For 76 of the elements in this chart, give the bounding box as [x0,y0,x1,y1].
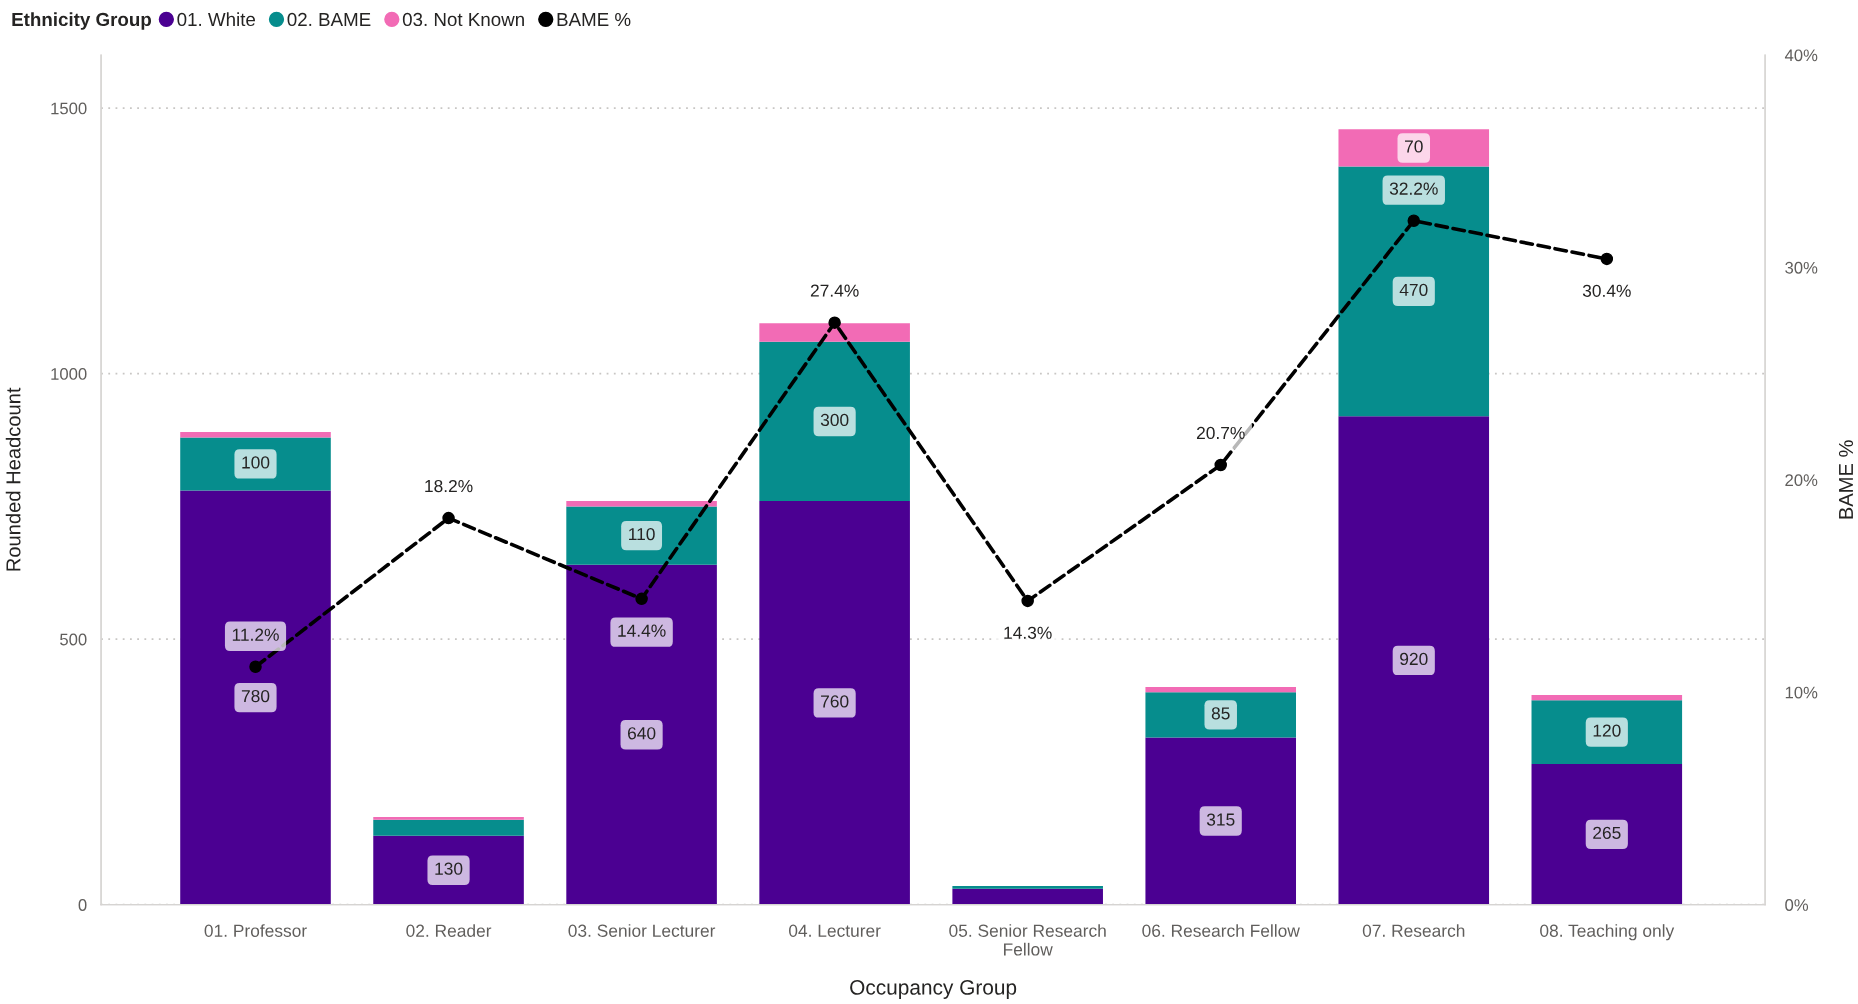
x-tick-label: 05. Senior Research Fellow [949,924,1106,956]
y-tick-label: 0 [78,899,87,911]
point [1214,458,1227,472]
y2-tick-label: 0% [1785,899,1809,911]
data-label: 30.4% [1582,284,1631,297]
legend-label: 02. BAME [287,12,371,27]
bar [566,501,717,507]
y-tick-label: 1000 [51,368,87,380]
bar [952,886,1103,889]
point [442,511,455,525]
data-label: 640 [627,727,656,740]
point [1021,594,1034,608]
data-label: 18.2% [425,479,473,493]
y2-axis-title: BAME % [1838,440,1854,519]
data-label: 120 [1593,724,1621,737]
data-label: 470 [1399,283,1428,296]
legend-label: 03. Not Known [402,12,524,27]
y-tick-label: 1500 [51,102,87,115]
y2-tick-label: 10% [1785,686,1818,699]
bar [759,341,910,502]
bar [373,817,524,820]
data-label: 32.2% [1389,182,1438,195]
data-label: 11.2% [232,628,279,641]
point [1407,214,1421,227]
bar [1338,129,1490,167]
legend-label: 01. White [177,12,256,27]
y2-tick-label: 20% [1785,474,1818,487]
y-axis-title: Rounded Headcount [5,387,21,571]
data-label: 780 [241,689,270,703]
bar [180,432,331,438]
y2-tick-label: 30% [1785,261,1818,274]
bar [1531,700,1683,764]
x-tick-label: 07. Research [1362,924,1465,937]
bar [1531,763,1683,905]
bar [1338,166,1490,417]
data-label: 110 [629,527,655,541]
data-label: 27.4% [810,284,859,297]
bar [373,835,524,905]
data-label: 14.3% [1004,626,1052,639]
bar [1145,737,1297,905]
x-tick-label: 01. Professor [204,924,307,937]
data-label: 100 [242,456,270,469]
legend-title: Ethnicity Group [12,12,151,30]
bar [1531,694,1683,701]
bar [373,819,524,836]
data-label: 300 [820,413,849,427]
bar [566,564,717,905]
point [828,316,841,329]
x-axis-title: Occupancy Group [850,980,1017,999]
data-label: 920 [1400,652,1428,666]
data-label: 130 [435,862,463,875]
data-label: 265 [1593,826,1621,839]
x-tick-label: 06. Research Fellow [1142,924,1300,937]
point [249,660,262,674]
data-label: 760 [821,695,849,708]
bar [1145,686,1297,693]
data-label: 20.7% [1196,426,1245,440]
x-tick-label: 08. Teaching only [1540,924,1675,941]
x-tick-label: 02. Reader [406,924,492,937]
y-tick-label: 500 [60,633,87,646]
data-label: 85 [1211,707,1230,720]
bar [952,888,1103,905]
bar [759,501,910,905]
point [1600,252,1614,266]
point [635,592,648,606]
data-label: 315 [1206,813,1235,826]
bar [759,323,910,342]
bar [1145,692,1297,738]
data-label: 14.4% [618,624,666,637]
data-label: 70 [1405,140,1423,153]
x-tick-label: 03. Senior Lecturer [568,924,716,937]
legend-label: BAME % [557,12,631,27]
y2-tick-label: 40% [1784,49,1818,62]
bar [180,490,331,905]
bar [1338,416,1490,905]
x-tick-label: 04. Lecturer [789,924,881,937]
